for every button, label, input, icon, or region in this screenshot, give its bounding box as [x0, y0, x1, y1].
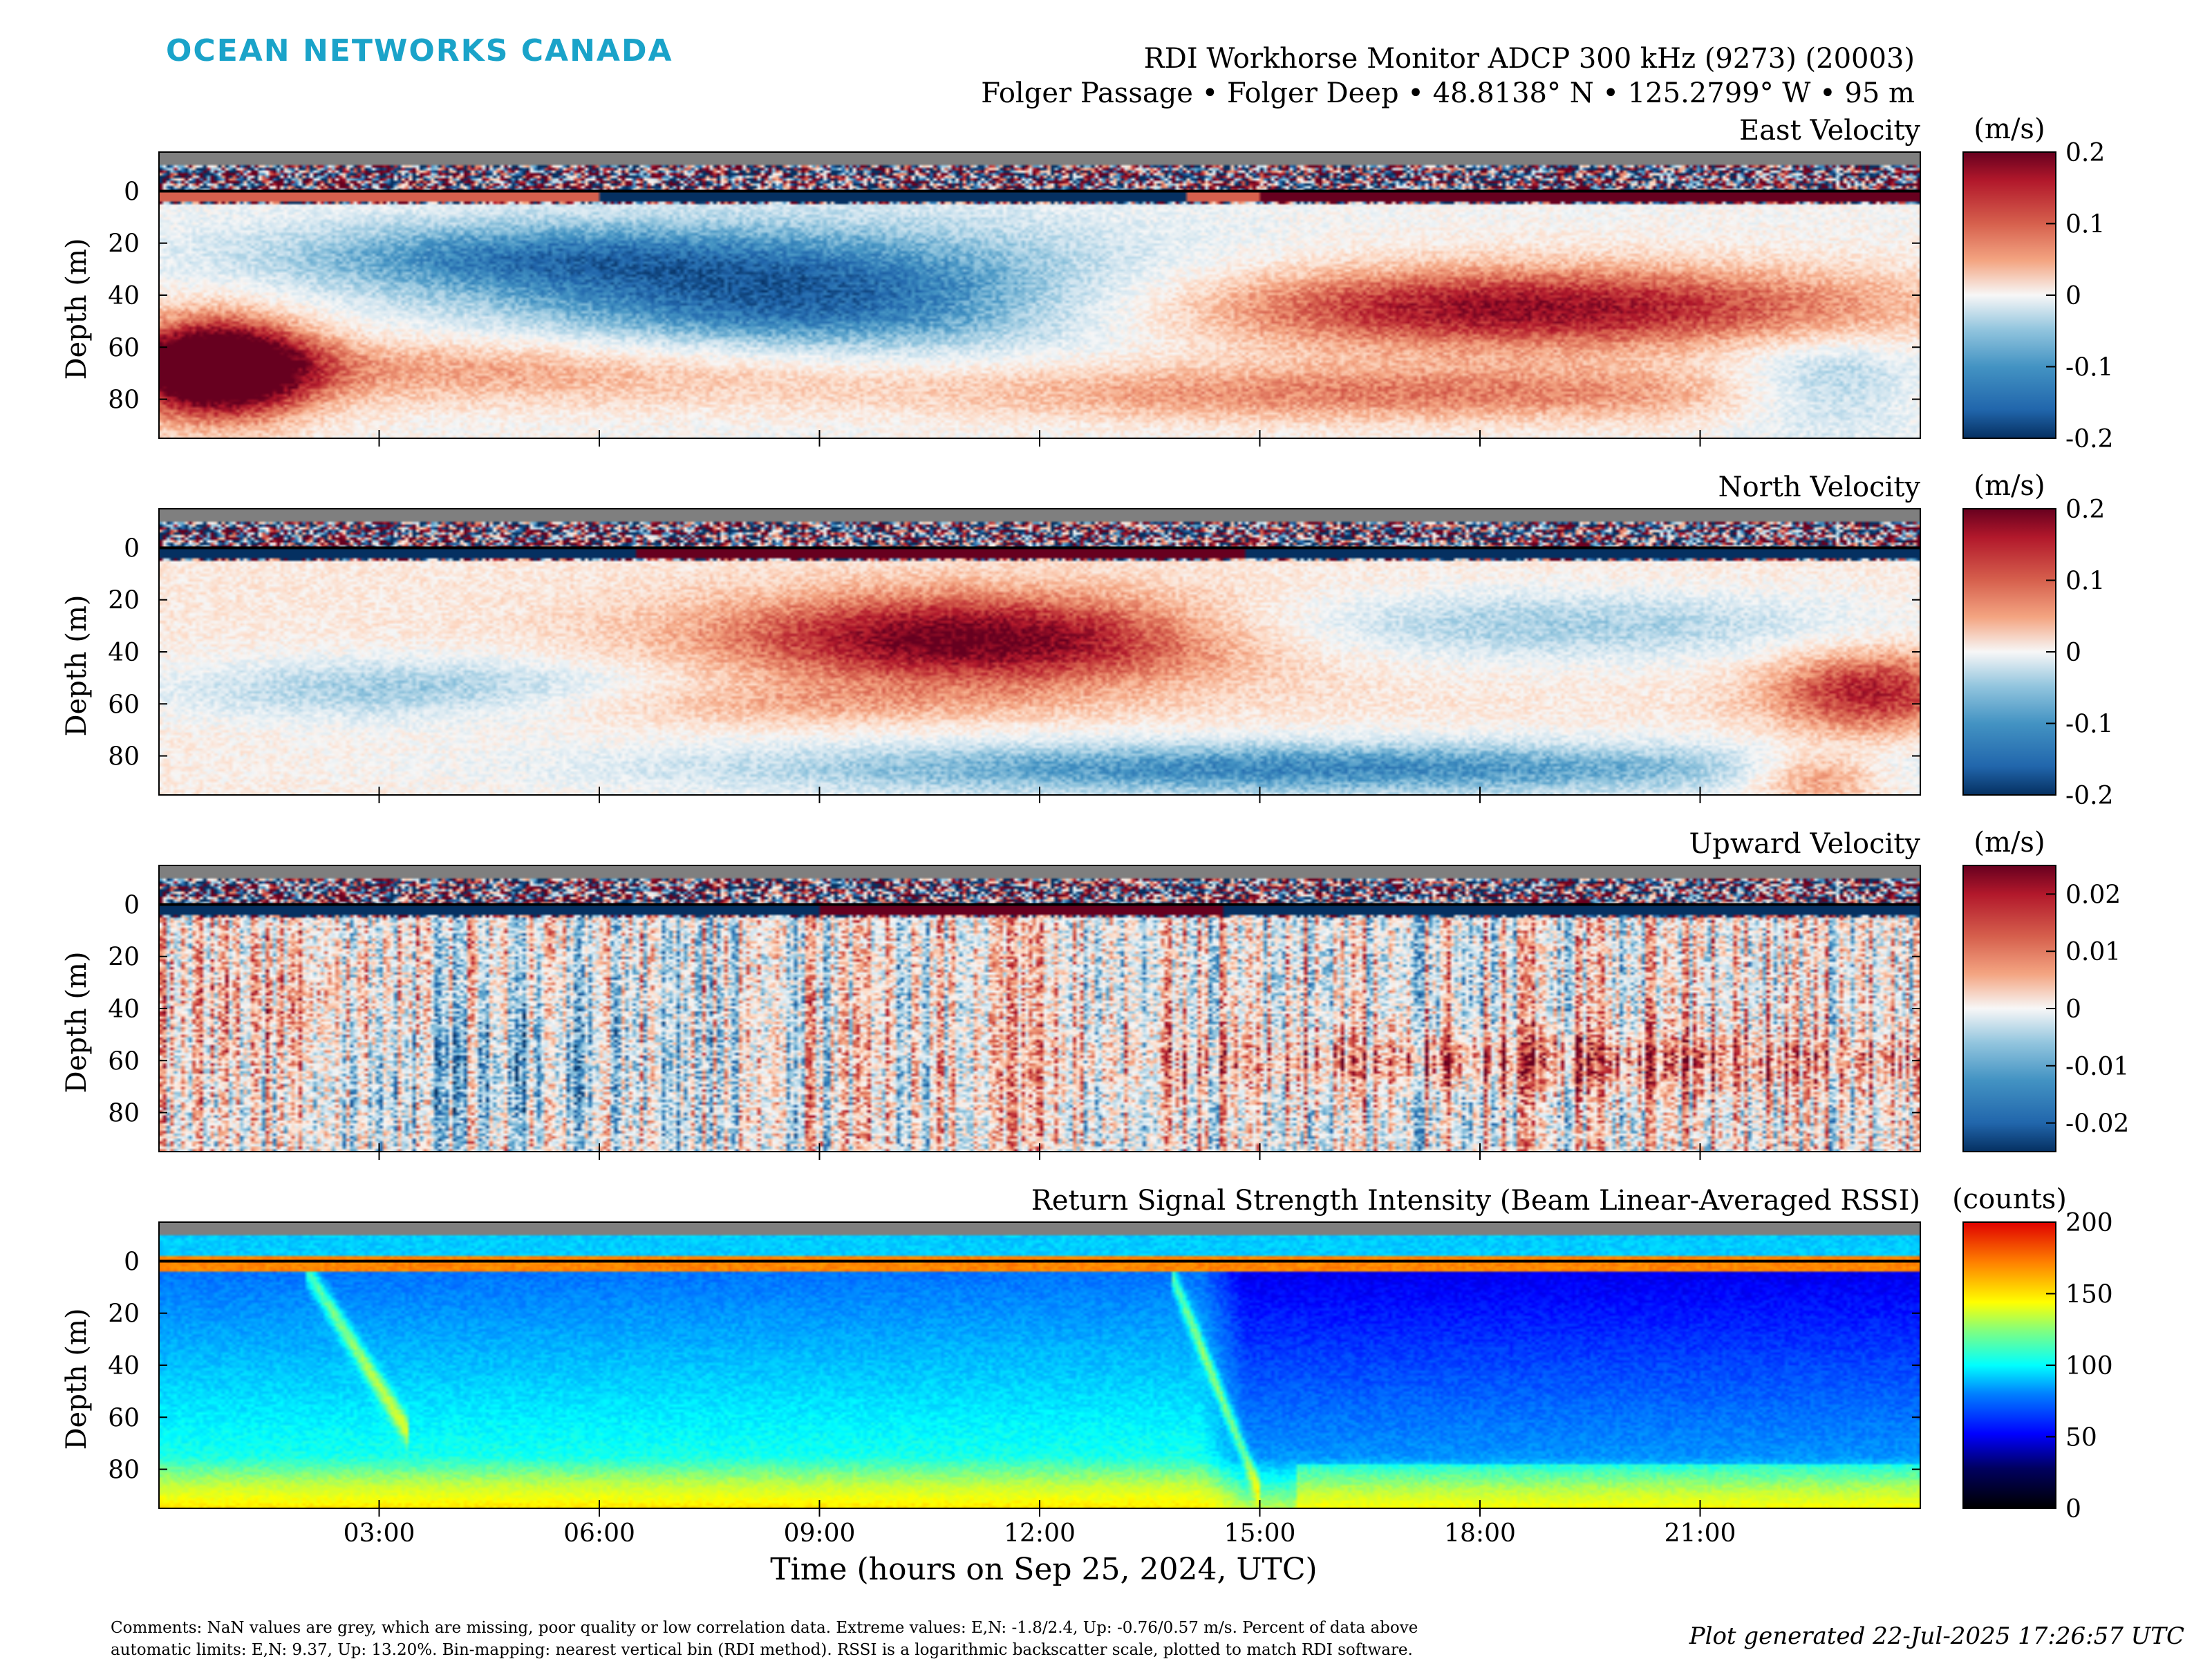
y-axis-label: Depth (m) — [61, 238, 93, 379]
y-tick-label: 20 — [108, 944, 140, 972]
x-tick-label: 15:00 — [1224, 1519, 1296, 1548]
y-tick-label: 80 — [108, 1456, 140, 1485]
colorbar-tick-label: 100 — [2065, 1352, 2113, 1380]
colorbar-unit: (m/s) — [1974, 113, 2045, 145]
y-tick-label: 60 — [108, 1047, 140, 1076]
colorbar-tick-label: 0 — [2065, 282, 2081, 310]
colorbar-tick-label: 0.01 — [2065, 938, 2121, 966]
colorbar-tick-label: 50 — [2065, 1424, 2097, 1452]
panel-2: 0 20 40 60 80 Depth (m) North Velocity (m/s) 0.2… — [61, 470, 2113, 810]
y-tick-label: 0 — [124, 1248, 140, 1276]
y-tick-label: 40 — [108, 1352, 140, 1380]
colorbar-tick-label: -0.2 — [2065, 782, 2113, 810]
y-tick-label: 40 — [108, 995, 140, 1024]
colorbar-unit: (counts) — [1952, 1183, 2067, 1215]
comments-line-1: Comments: NaN values are grey, which are… — [111, 1619, 1418, 1637]
y-tick-label: 80 — [108, 1100, 140, 1128]
location-subtitle: Folger Passage • Folger Deep • 48.8138° … — [981, 77, 1915, 109]
colorbar-unit: (m/s) — [1974, 827, 2045, 859]
colorbar — [1962, 508, 2056, 796]
colorbar-tick-label: 0 — [2065, 639, 2081, 667]
x-tick-label: 18:00 — [1444, 1519, 1516, 1548]
panel-title: East Velocity — [1739, 115, 1920, 147]
colorbar — [1962, 151, 2056, 439]
y-tick-label: 60 — [108, 1404, 140, 1432]
logo-text: OCEAN NETWORKS CANADA — [166, 33, 673, 68]
colorbar-tick-label: 0.2 — [2065, 139, 2105, 167]
y-tick-label: 40 — [108, 639, 140, 667]
y-tick-label: 0 — [124, 178, 140, 206]
panel-title: North Velocity — [1718, 471, 1921, 503]
comments-line-2: automatic limits: E,N: 9.37, Up: 13.20%.… — [111, 1641, 1413, 1659]
colorbar-tick-label: 0.2 — [2065, 496, 2105, 524]
colorbar-tick-label: -0.1 — [2065, 711, 2113, 739]
x-tick-label: 12:00 — [1004, 1519, 1076, 1548]
colorbar-tick-label: -0.01 — [2065, 1053, 2129, 1081]
y-tick-label: 20 — [108, 1300, 140, 1329]
colorbar-tick-label: 0.02 — [2065, 881, 2121, 909]
x-tick-label: 09:00 — [784, 1519, 856, 1548]
panel-3: 0 20 40 60 80 Depth (m) Upward Velocity (m/s) 0.… — [61, 827, 2129, 1160]
colorbar — [1962, 1221, 2056, 1509]
y-axis-label: Depth (m) — [61, 1308, 93, 1450]
x-tick-label: 06:00 — [563, 1519, 635, 1548]
colorbar-tick-label: 0 — [2065, 995, 2081, 1024]
y-tick-label: 40 — [108, 282, 140, 310]
panel-title: Return Signal Strength Intensity (Beam L… — [1031, 1185, 1920, 1217]
x-tick-label: 03:00 — [344, 1519, 415, 1548]
y-tick-label: 0 — [124, 534, 140, 563]
colorbar-unit: (m/s) — [1974, 470, 2045, 502]
heatmap-raster — [159, 152, 1920, 438]
colorbar — [1962, 865, 2056, 1152]
y-tick-label: 20 — [108, 587, 140, 615]
colorbar-tick-label: -0.2 — [2065, 425, 2113, 453]
heatmap-raster — [159, 1222, 1920, 1508]
y-tick-label: 80 — [108, 386, 140, 415]
plot-generated-note: Plot generated 22-Jul-2025 17:26:57 UTC — [1689, 1622, 2184, 1650]
panel-4: 0 20 40 60 80 Depth (m) Return Signal Strength… — [61, 1183, 2113, 1524]
colorbar-tick-label: -0.1 — [2065, 354, 2113, 382]
instrument-title: RDI Workhorse Monitor ADCP 300 kHz (9273… — [1144, 43, 1915, 75]
y-axis-label: Depth (m) — [61, 951, 93, 1093]
colorbar-tick-label: 200 — [2065, 1209, 2113, 1237]
y-tick-label: 60 — [108, 691, 140, 719]
heatmap-raster — [159, 865, 1920, 1152]
colorbar-tick-label: 0.1 — [2065, 211, 2105, 239]
y-tick-label: 20 — [108, 230, 140, 259]
colorbar-tick-label: 0.1 — [2065, 568, 2105, 596]
colorbar-tick-label: 150 — [2065, 1281, 2113, 1309]
colorbar-tick-label: 0 — [2065, 1495, 2081, 1524]
y-tick-label: 0 — [124, 891, 140, 919]
x-axis-label: Time (hours on Sep 25, 2024, UTC) — [770, 1552, 1317, 1587]
y-tick-label: 60 — [108, 334, 140, 362]
colorbar-tick-label: -0.02 — [2065, 1110, 2129, 1138]
x-tick-label: 21:00 — [1665, 1519, 1736, 1548]
y-tick-label: 80 — [108, 743, 140, 771]
panel-1: 0 20 40 60 80 Depth (m) East Velocity (m/s) 0.2 0… — [61, 113, 2113, 453]
panel-title: Upward Velocity — [1689, 828, 1921, 860]
heatmap-raster — [159, 509, 1920, 795]
y-axis-label: Depth (m) — [61, 594, 93, 736]
